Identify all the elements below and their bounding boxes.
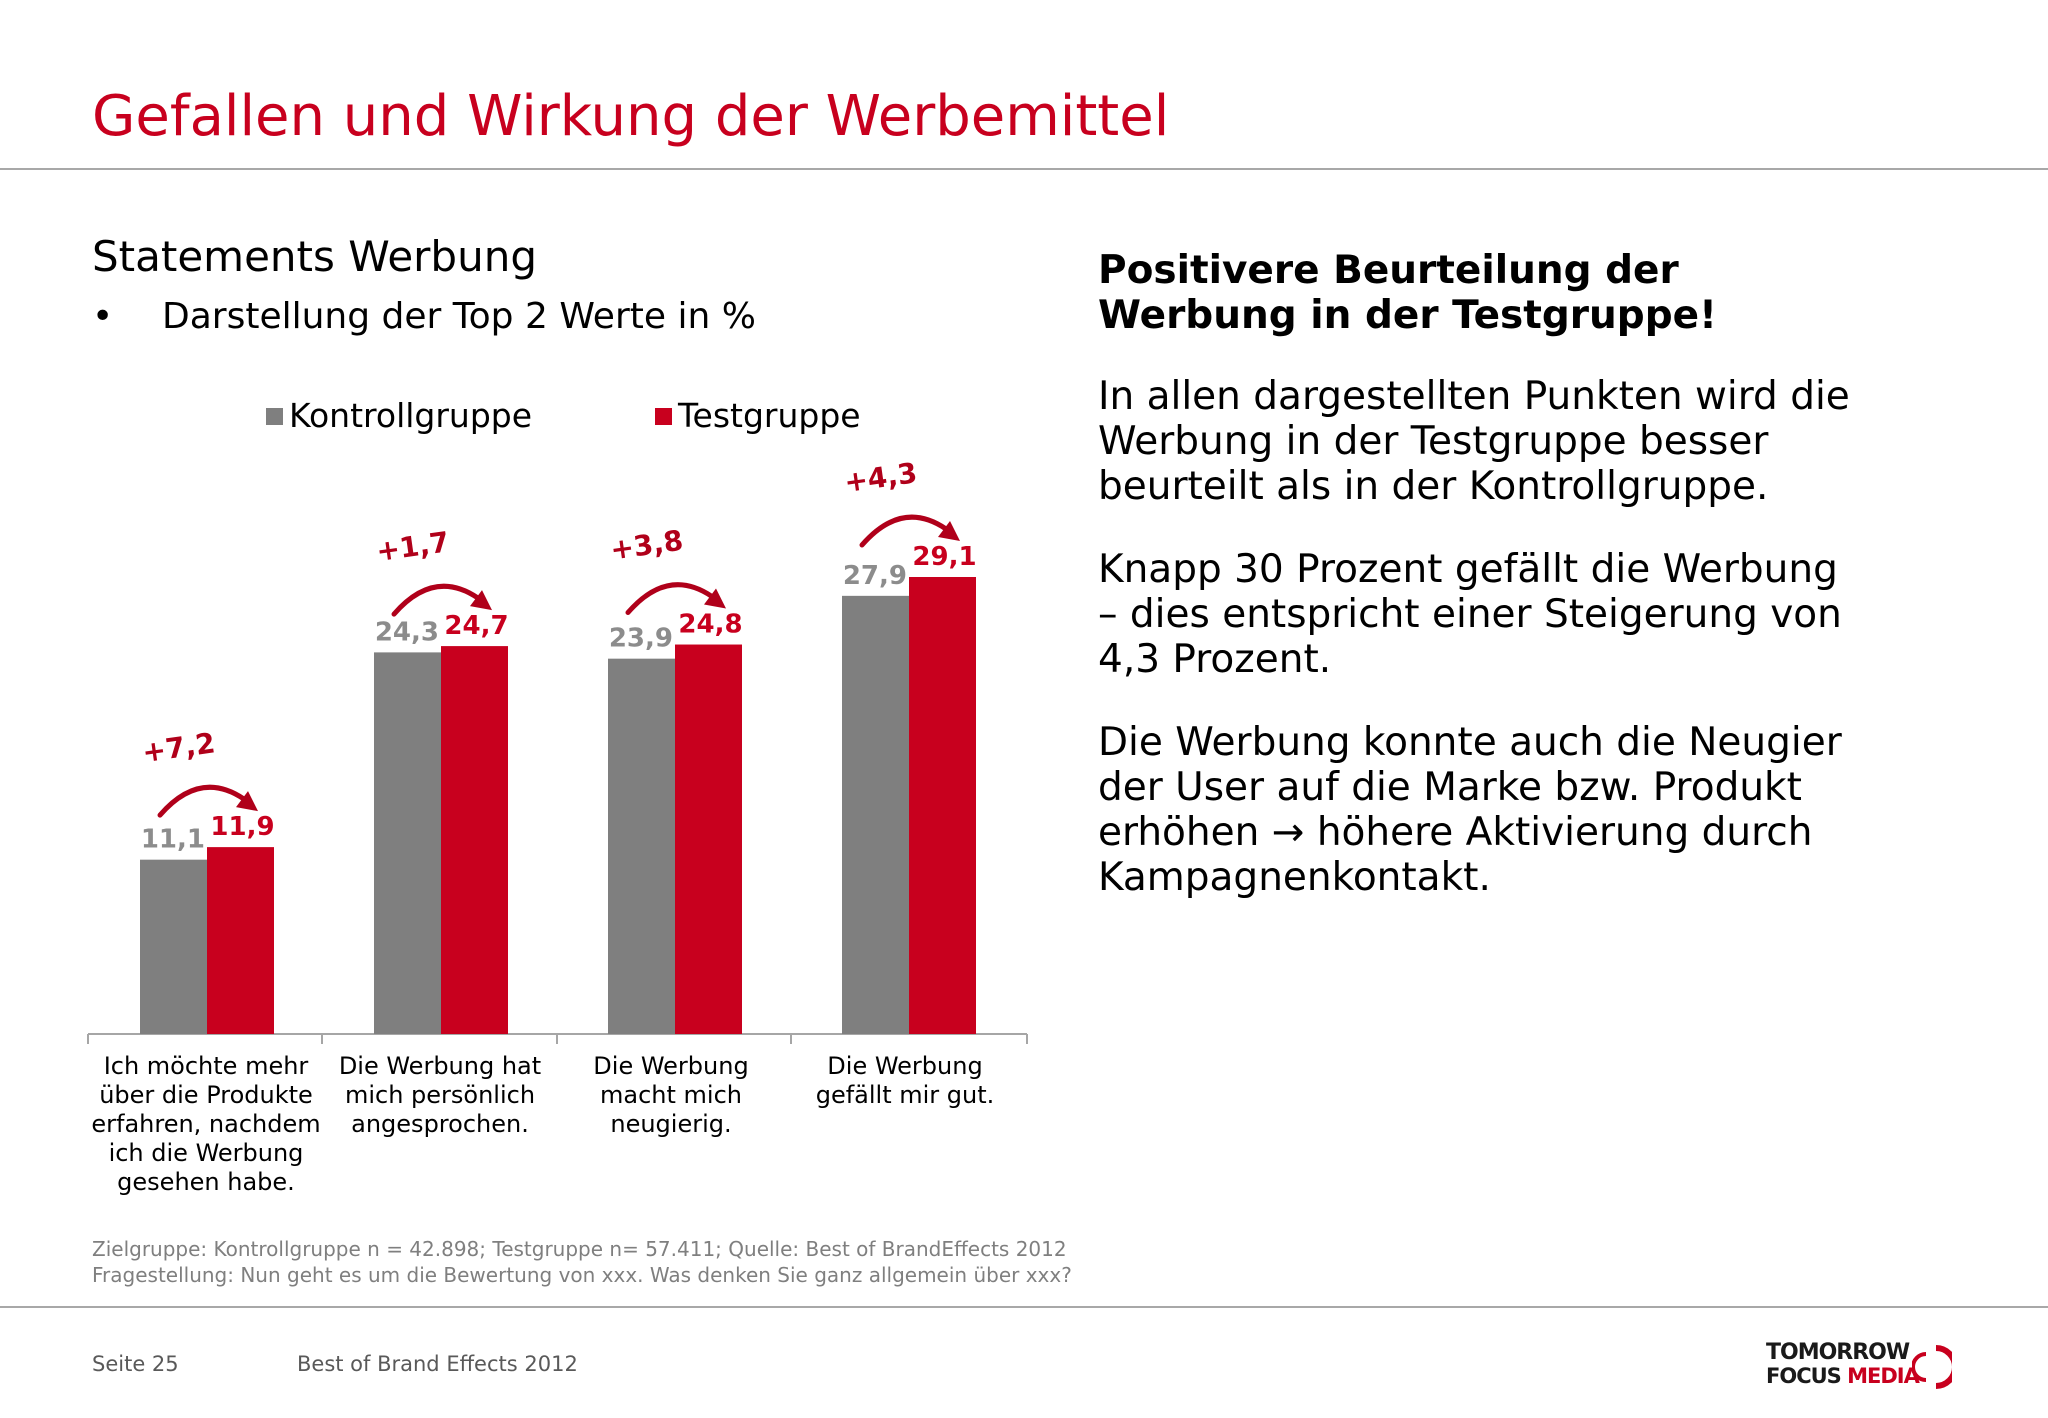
bar-testgruppe <box>909 577 976 1034</box>
bar-testgruppe <box>207 847 274 1034</box>
category-label: Ich möchte mehr über die Produkte erfahr… <box>91 1052 321 1196</box>
difference-label: +1,7 <box>374 525 451 568</box>
increase-arrow <box>625 582 715 616</box>
text-line: der User auf die Marke bzw. Produkt <box>1098 765 1802 810</box>
data-label: 23,9 <box>609 624 673 654</box>
legend-swatch-gray <box>266 408 283 425</box>
text-line: Werbung in der Testgruppe besser <box>1098 419 1769 464</box>
data-label: 24,8 <box>678 610 742 640</box>
data-label: 11,1 <box>141 825 205 855</box>
text-line: Knapp 30 Prozent gefällt die Werbung <box>1098 547 1838 592</box>
bullet-text: Darstellung der Top 2 Werte in % <box>162 296 756 337</box>
arrow-head-icon <box>236 791 258 812</box>
logo-bracket-icon <box>1912 1345 1952 1389</box>
data-label: 27,9 <box>843 561 907 591</box>
text-line: Kampagnenkontakt. <box>1098 855 1491 900</box>
logo-text-tomorrow: TOMORROW <box>1766 1340 1910 1365</box>
legend-label: Kontrollgruppe <box>289 396 533 435</box>
key-finding-heading: Positivere Beurteilung der Werbung in der… <box>1098 248 1998 338</box>
bar-kontrollgruppe <box>842 595 909 1034</box>
bar-kontrollgruppe <box>608 658 675 1034</box>
footnote-question: Fragestellung: Nun geht es um die Bewert… <box>92 1263 1072 1287</box>
increase-arrow <box>391 583 481 617</box>
paragraph-2: Knapp 30 Prozent gefällt die Werbung – di… <box>1098 547 1998 682</box>
text-line: 4,3 Prozent. <box>1098 637 1332 682</box>
legend-item-testgruppe: Testgruppe <box>655 396 861 435</box>
logo-text-focus: FOCUS <box>1766 1364 1848 1388</box>
legend-item-kontrollgruppe: Kontrollgruppe <box>266 396 532 435</box>
legend-label: Testgruppe <box>678 396 861 435</box>
text-line: In allen dargestellten Punkten wird die <box>1098 374 1850 419</box>
bar-kontrollgruppe <box>140 859 207 1034</box>
chart-section-title: Statements Werbung <box>92 232 537 281</box>
difference-label: +7,2 <box>140 726 217 769</box>
category-label: Die Werbung hat mich persönlich angespro… <box>338 1052 542 1138</box>
data-label: 11,9 <box>210 812 274 842</box>
data-label: 29,1 <box>912 542 976 572</box>
increase-arrow <box>157 784 247 818</box>
text-line: Die Werbung konnte auch die Neugier <box>1098 720 1842 765</box>
text-line: erhöhen → höhere Aktivierung durch <box>1098 810 1813 855</box>
legend-swatch-red <box>655 408 672 425</box>
heading-line: Positivere Beurteilung der <box>1098 248 1679 293</box>
paragraph-1: In allen dargestellten Punkten wird die W… <box>1098 374 1998 509</box>
logo-text-focus-media: FOCUS MEDIA <box>1766 1364 1920 1388</box>
header-divider <box>0 168 2048 170</box>
chart-description: • Darstellung der Top 2 Werte in % <box>92 296 756 337</box>
arrow-head-icon <box>704 588 726 609</box>
page-number: Seite 25 <box>92 1352 179 1376</box>
text-line: – dies entspricht einer Steigerung von <box>1098 592 1842 637</box>
arrow-head-icon <box>470 590 492 611</box>
data-label: 24,7 <box>444 611 508 641</box>
category-label: Die Werbung gefällt mir gut. <box>815 1052 995 1109</box>
bar-testgruppe <box>675 644 742 1034</box>
increase-arrow <box>859 514 949 548</box>
footer-divider <box>0 1306 2048 1308</box>
footnote-target-group: Zielgruppe: Kontrollgruppe n = 42.898; T… <box>92 1237 1067 1261</box>
paragraph-3: Die Werbung konnte auch die Neugier der U… <box>1098 720 1998 900</box>
logo-text-media: MEDIA <box>1847 1364 1920 1388</box>
page-title: Gefallen und Wirkung der Werbemittel <box>92 84 1170 149</box>
footer-source: Best of Brand Effects 2012 <box>297 1352 578 1376</box>
heading-line: Werbung in der Testgruppe! <box>1098 293 1717 338</box>
bar-kontrollgruppe <box>374 652 441 1034</box>
footnote: Zielgruppe: Kontrollgruppe n = 42.898; T… <box>92 1236 1072 1288</box>
company-logo: TOMORROW FOCUS MEDIA <box>1766 1340 1966 1392</box>
difference-label: +4,3 <box>842 456 919 499</box>
bullet-marker: • <box>92 296 114 337</box>
arrow-head-icon <box>938 521 960 541</box>
bar-testgruppe <box>441 646 508 1034</box>
data-label: 24,3 <box>375 617 439 647</box>
text-line: beurteilt als in der Kontrollgruppe. <box>1098 464 1769 509</box>
difference-label: +3,8 <box>608 524 685 567</box>
category-label: Die Werbung macht mich neugierig. <box>593 1052 749 1138</box>
